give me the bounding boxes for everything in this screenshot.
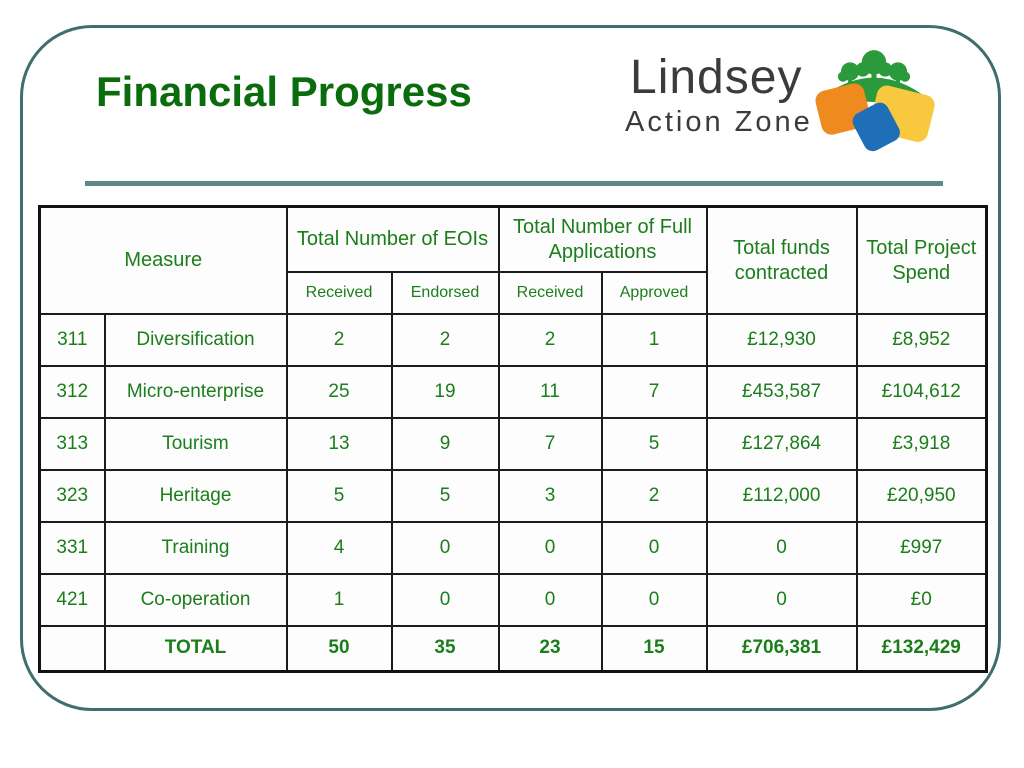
measure-name-cell: Training [103, 521, 288, 575]
eoi-received-cell: 50 [285, 625, 393, 672]
app-received-cell: 0 [497, 573, 603, 627]
table-body: 311 Diversification 2 2 2 1 £12,930 £8,952 312 Mi… [38, 313, 988, 672]
funds-contracted-cell: 0 [705, 521, 858, 575]
subheader-eoi-received: Received [285, 271, 393, 315]
eoi-endorsed-cell: 9 [390, 417, 500, 471]
eoi-received-cell: 1 [285, 573, 393, 627]
table-row: 421 Co-operation 1 0 0 0 0 £0 [38, 573, 988, 627]
header-total-funds-contracted: Total funds contracted [705, 205, 858, 315]
subheader-app-received: Received [497, 271, 603, 315]
app-approved-cell: 2 [600, 469, 708, 523]
app-received-cell: 0 [497, 521, 603, 575]
eoi-endorsed-cell: 0 [390, 521, 500, 575]
eoi-endorsed-cell: 35 [390, 625, 500, 672]
logo-wordmark-lindsey: Lindsey [630, 51, 803, 104]
funds-contracted-cell: £453,587 [705, 365, 858, 419]
table-row: 313 Tourism 13 9 7 5 £127,864 £3,918 [38, 417, 988, 471]
project-spend-cell: £20,950 [855, 469, 988, 523]
logo-landscape-icon [815, 50, 935, 152]
measure-name-cell: Co-operation [103, 573, 288, 627]
funds-contracted-cell: £127,864 [705, 417, 858, 471]
measure-code-cell: 323 [38, 469, 106, 523]
eoi-endorsed-cell: 0 [390, 573, 500, 627]
app-approved-cell: 0 [600, 573, 708, 627]
header-total-project-spend: Total Project Spend [855, 205, 988, 315]
app-received-cell: 11 [497, 365, 603, 419]
eoi-received-cell: 5 [285, 469, 393, 523]
logo-wordmark-action-zone: Action Zone [625, 106, 813, 138]
subheader-app-approved: Approved [600, 271, 708, 315]
app-approved-cell: 0 [600, 521, 708, 575]
header-row-sub: Received Endorsed Received Approved [40, 271, 987, 315]
title-divider-line [85, 181, 943, 186]
app-received-cell: 23 [497, 625, 603, 672]
funds-contracted-cell: 0 [705, 573, 858, 627]
project-spend-cell: £0 [855, 573, 988, 627]
eoi-endorsed-cell: 2 [390, 313, 500, 367]
app-approved-cell: 5 [600, 417, 708, 471]
eoi-endorsed-cell: 5 [390, 469, 500, 523]
project-spend-cell: £997 [855, 521, 988, 575]
measure-code-cell: 421 [38, 573, 106, 627]
app-received-cell: 7 [497, 417, 603, 471]
project-spend-cell: £3,918 [855, 417, 988, 471]
subheader-eoi-endorsed: Endorsed [390, 271, 500, 315]
project-spend-cell: £132,429 [855, 625, 988, 672]
app-approved-cell: 15 [600, 625, 708, 672]
measure-code-cell: 313 [38, 417, 106, 471]
funds-contracted-cell: £12,930 [705, 313, 858, 367]
financial-progress-table: Measure Total Number of EOIs Total Numbe… [38, 205, 988, 673]
measure-code-cell: 311 [38, 313, 106, 367]
project-spend-cell: £8,952 [855, 313, 988, 367]
eoi-received-cell: 25 [285, 365, 393, 419]
table-row: 312 Micro-enterprise 25 19 11 7 £453,587 £104,6… [38, 365, 988, 419]
header-eoi-group: Total Number of EOIs [285, 205, 500, 273]
measure-name-cell: Diversification [103, 313, 288, 367]
app-received-cell: 3 [497, 469, 603, 523]
measure-name-cell: Heritage [103, 469, 288, 523]
header-row-groups: Measure Total Number of EOIs Total Numbe… [38, 205, 988, 315]
app-approved-cell: 7 [600, 365, 708, 419]
eoi-received-cell: 4 [285, 521, 393, 575]
slide-title: Financial Progress [96, 68, 472, 115]
app-received-cell: 2 [497, 313, 603, 367]
funds-contracted-cell: £706,381 [705, 625, 858, 672]
measure-code-cell [38, 625, 106, 672]
table-row: 323 Heritage 5 5 3 2 £112,000 £20,950 [38, 469, 988, 523]
lindsey-action-zone-logo: Lindsey Action Zone [622, 42, 942, 160]
project-spend-cell: £104,612 [855, 365, 988, 419]
measure-code-cell: 331 [38, 521, 106, 575]
measure-name-cell: TOTAL [103, 625, 288, 672]
header-measure: Measure [38, 205, 288, 315]
header-full-applications-group: Total Number of Full Applications [497, 205, 708, 273]
table-row: 311 Diversification 2 2 2 1 £12,930 £8,952 [38, 313, 988, 367]
measure-name-cell: Micro-enterprise [103, 365, 288, 419]
measure-code-cell: 312 [38, 365, 106, 419]
funds-contracted-cell: £112,000 [705, 469, 858, 523]
table-row: 331 Training 4 0 0 0 0 £997 [38, 521, 988, 575]
table-total-row: TOTAL 50 35 23 15 £706,381 £132,429 [38, 625, 988, 672]
eoi-endorsed-cell: 19 [390, 365, 500, 419]
app-approved-cell: 1 [600, 313, 708, 367]
measure-name-cell: Tourism [103, 417, 288, 471]
eoi-received-cell: 13 [285, 417, 393, 471]
eoi-received-cell: 2 [285, 313, 393, 367]
